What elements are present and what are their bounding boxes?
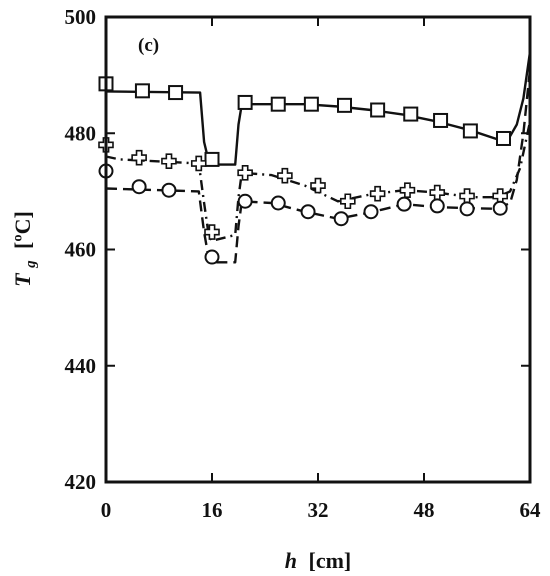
series-2-marker [161,153,177,169]
series-2-marker [190,155,207,172]
series-2-marker [277,167,293,184]
series-3-marker [396,196,412,212]
series-3-marker [131,179,147,195]
series-2-marker [310,177,326,194]
series-1-marker [462,123,478,139]
series-2-marker [204,224,220,240]
x-tick-label: 32 [308,498,329,522]
y-axis-label: T g [ºC] [10,211,40,287]
y-tick-label: 460 [65,238,97,262]
series-1-marker [403,106,419,122]
series-3-marker [429,198,445,214]
y-axis-label-var: T [10,272,35,287]
series-3-marker [333,211,349,227]
series-1-marker [496,130,511,146]
series-1-marker [337,97,352,113]
panel-label: (c) [138,35,159,56]
y-tick-label: 420 [65,470,97,494]
series-3-marker [300,204,316,220]
series-1-marker [168,85,184,101]
series-1-marker [303,96,319,112]
series-1-marker [433,112,449,128]
y-tick-label: 480 [65,121,97,145]
series-3-marker [459,201,475,217]
series-3-marker [237,193,253,209]
series-3-marker [363,204,379,220]
series-layer [98,51,532,265]
ticks-layer: 0 16 32 48 64 420 440 460 480 500 [65,5,542,522]
series-1-marker [204,151,220,167]
series-3-marker [270,195,286,211]
y-tick-label: 500 [65,5,97,29]
series-2-marker [237,164,253,181]
x-tick-label: 48 [414,498,435,522]
y-axis-label-sub: g [23,260,39,269]
series-3-marker [492,200,508,216]
x-tick-label: 16 [202,498,223,522]
x-axis-label-unit: [cm] [309,548,352,573]
series-1-marker [134,83,150,99]
y-tick-label: 440 [65,354,97,378]
x-axis-label: h [cm] [285,548,352,573]
series-3-marker [161,182,177,198]
series-3-marker [204,249,220,265]
series-1-marker [370,102,386,118]
series-2-marker [459,188,475,204]
series-2-marker [399,182,416,199]
series-2-marker [131,149,147,166]
series-2-marker [429,184,446,201]
series-1-marker [237,94,253,110]
series-2-marker [340,193,356,210]
series-1-marker [270,96,286,112]
x-tick-label: 0 [101,498,112,522]
x-tick-label: 64 [520,498,542,522]
series-2-marker [369,185,386,202]
y-axis-label-unit: [ºC] [10,211,35,249]
x-axis-label-var: h [285,548,297,573]
